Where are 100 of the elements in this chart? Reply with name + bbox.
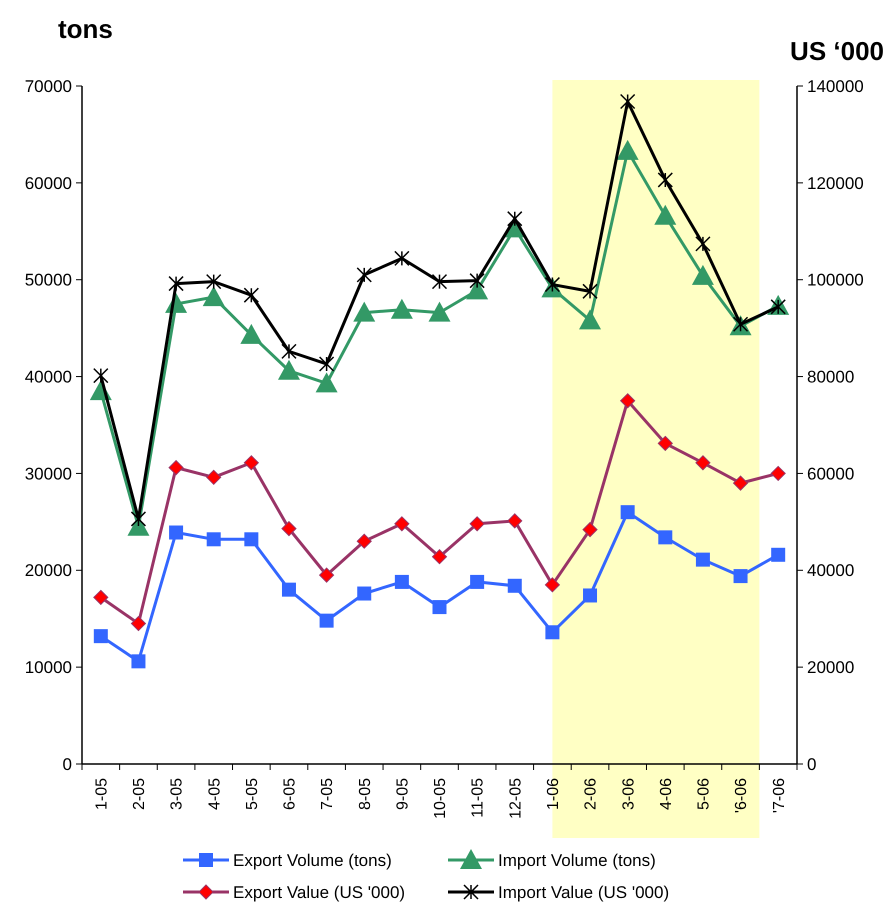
y2-tick-label: 120000 bbox=[807, 174, 864, 193]
point bbox=[240, 324, 262, 344]
point bbox=[168, 460, 184, 476]
point bbox=[244, 532, 258, 546]
y2-tick-label: 80000 bbox=[807, 368, 854, 387]
y-tick-label: 50000 bbox=[24, 270, 72, 290]
x-tick-label: '6-06 bbox=[733, 778, 750, 814]
legend-label: Import Value (US '000) bbox=[498, 882, 670, 902]
x-tick-label: 9-05 bbox=[394, 778, 412, 810]
point bbox=[582, 522, 598, 538]
y2-tick-label: 0 bbox=[807, 754, 816, 774]
y-tick-label: 0 bbox=[62, 754, 72, 774]
x-tick-label: 10-05 bbox=[432, 778, 450, 819]
point bbox=[320, 614, 334, 628]
point bbox=[244, 287, 260, 303]
legend-label: Import Volume (tons) bbox=[498, 850, 656, 870]
point bbox=[169, 526, 184, 540]
point bbox=[394, 250, 410, 266]
point bbox=[696, 552, 710, 567]
point bbox=[356, 534, 372, 549]
point bbox=[428, 302, 450, 322]
y-tick-label: 70000 bbox=[24, 76, 72, 96]
y2-axis-title: US ‘000 bbox=[790, 36, 884, 66]
x-tick-label: 12-05 bbox=[507, 778, 524, 819]
y2-tick-label: 40000 bbox=[807, 561, 854, 580]
point bbox=[353, 302, 376, 322]
x-tick-label: 2-05 bbox=[131, 778, 148, 810]
point bbox=[432, 549, 447, 564]
point bbox=[356, 267, 372, 283]
point bbox=[508, 578, 522, 593]
x-tick-label: 1-06 bbox=[544, 778, 562, 810]
point bbox=[206, 274, 222, 290]
point bbox=[507, 513, 522, 528]
point bbox=[692, 264, 714, 285]
point bbox=[318, 356, 334, 372]
x-tick-label: 7-05 bbox=[319, 778, 336, 810]
x-tick-label: 5-06 bbox=[696, 778, 713, 810]
point bbox=[658, 172, 674, 188]
x-tick-label: 4-06 bbox=[658, 778, 675, 810]
x-tick-label: 3-06 bbox=[620, 778, 638, 810]
point bbox=[658, 436, 673, 451]
point bbox=[131, 654, 146, 668]
point bbox=[432, 274, 448, 290]
y2-tick-label: 60000 bbox=[807, 464, 854, 484]
x-tick-label: '7-06 bbox=[770, 778, 788, 814]
point bbox=[771, 548, 786, 562]
point bbox=[770, 466, 786, 481]
point bbox=[654, 204, 676, 225]
point bbox=[616, 140, 639, 160]
point bbox=[620, 505, 635, 520]
point bbox=[206, 470, 222, 485]
point bbox=[390, 298, 413, 319]
point bbox=[316, 372, 338, 392]
x-tick-label: 1-05 bbox=[93, 778, 110, 810]
legend-label: Export Value (US '000) bbox=[233, 882, 406, 902]
point bbox=[278, 360, 300, 380]
y2-tick-label: 100000 bbox=[807, 270, 864, 290]
point bbox=[583, 588, 598, 602]
y-tick-label: 40000 bbox=[24, 368, 72, 387]
point bbox=[282, 582, 296, 597]
point bbox=[281, 344, 297, 360]
x-tick-label: 5-05 bbox=[244, 778, 261, 810]
point bbox=[734, 569, 748, 584]
point bbox=[244, 455, 259, 470]
point bbox=[469, 272, 485, 288]
point bbox=[733, 476, 748, 491]
y2-tick-label: 20000 bbox=[807, 658, 854, 678]
point bbox=[130, 511, 146, 527]
point bbox=[545, 625, 560, 640]
y-tick-label: 10000 bbox=[24, 658, 72, 678]
y-tick-label: 30000 bbox=[24, 464, 72, 484]
point bbox=[357, 586, 372, 601]
x-tick-label: 4-05 bbox=[206, 778, 224, 810]
y-tick-label: 60000 bbox=[24, 174, 72, 193]
point bbox=[658, 530, 672, 544]
point bbox=[281, 521, 296, 536]
point bbox=[94, 629, 108, 644]
y-axis-title: tons bbox=[58, 14, 113, 44]
point bbox=[130, 616, 146, 632]
point bbox=[93, 590, 108, 605]
y2-tick-label: 140000 bbox=[807, 76, 864, 96]
point bbox=[507, 210, 523, 226]
point bbox=[470, 574, 484, 589]
legend-label: Export Volume (tons) bbox=[233, 850, 392, 870]
point bbox=[544, 577, 560, 592]
point bbox=[93, 368, 109, 384]
point bbox=[620, 393, 636, 408]
point bbox=[695, 236, 711, 252]
x-tick-label: 3-05 bbox=[168, 778, 186, 810]
y-tick-label: 20000 bbox=[24, 561, 72, 580]
x-tick-label: 11-05 bbox=[470, 778, 487, 818]
point bbox=[206, 532, 221, 546]
x-tick-label: 8-05 bbox=[356, 778, 374, 810]
point bbox=[394, 574, 409, 589]
point bbox=[319, 568, 334, 583]
x-tick-label: 2-06 bbox=[582, 778, 600, 810]
point bbox=[432, 600, 446, 614]
point bbox=[579, 309, 602, 330]
point bbox=[695, 455, 710, 470]
point bbox=[620, 94, 636, 110]
